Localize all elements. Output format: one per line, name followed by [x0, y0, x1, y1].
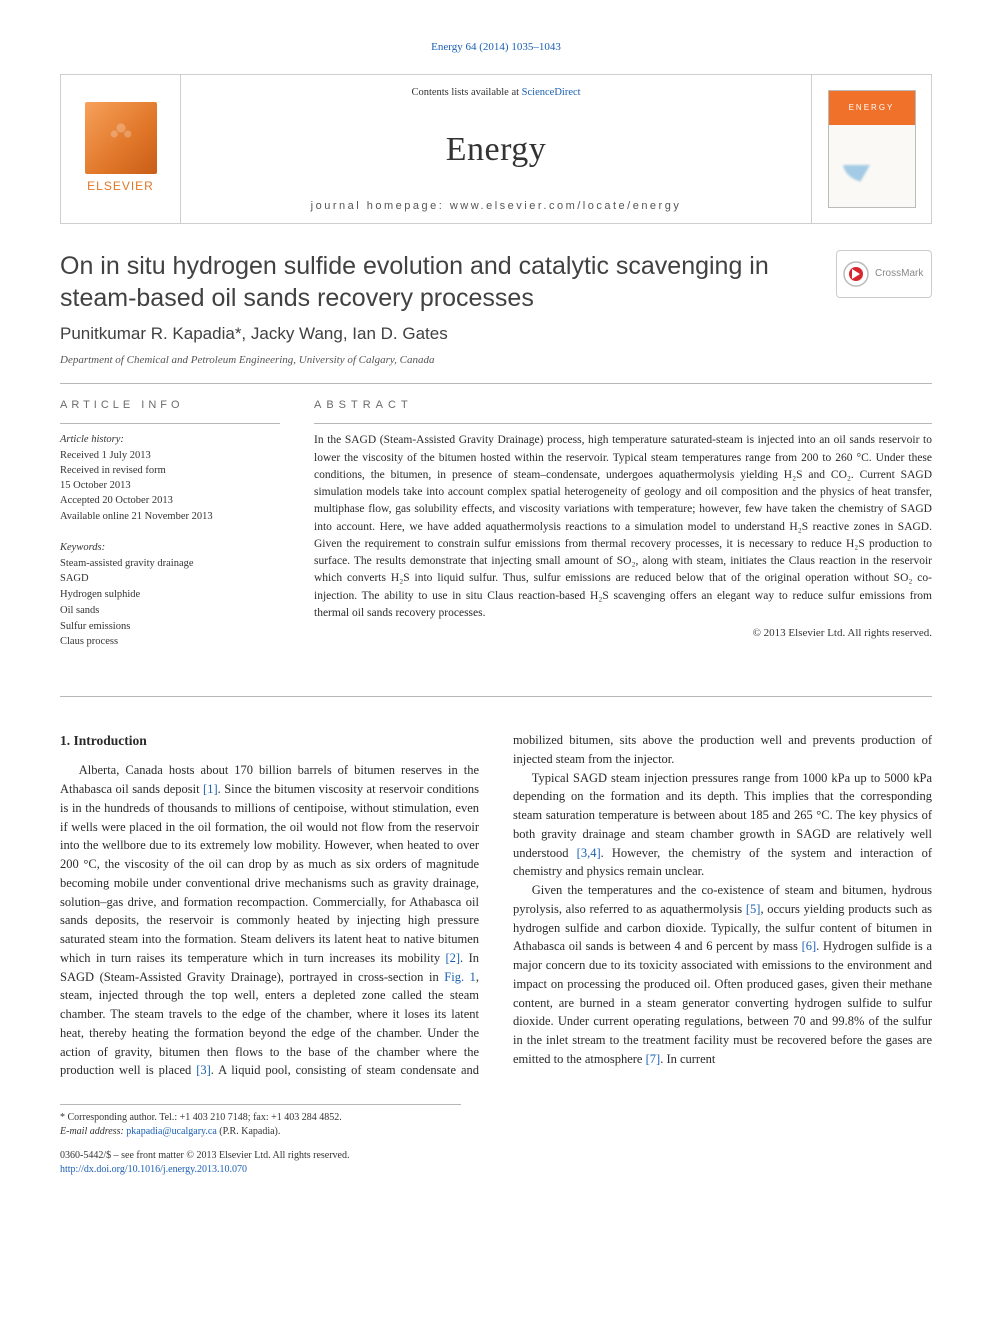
keywords-block: Keywords: Steam-assisted gravity drainag… [60, 540, 280, 650]
article-history: Article history: Received 1 July 2013 Re… [60, 423, 280, 523]
body-text: . Since the bitumen viscosity at reservo… [60, 782, 479, 965]
crossmark-label: CrossMark [875, 267, 923, 282]
corresponding-email-line: E-mail address: pkapadia@ucalgary.ca (P.… [60, 1125, 461, 1139]
journal-cover-thumb[interactable]: ENERGY [828, 90, 916, 208]
keyword: Hydrogen sulphide [60, 587, 280, 603]
history-label: Article history: [60, 432, 280, 447]
ref-link[interactable]: [5] [746, 902, 761, 916]
divider [60, 383, 932, 384]
paper-title: On in situ hydrogen sulfide evolution an… [60, 250, 820, 314]
history-line: 15 October 2013 [60, 478, 280, 493]
ref-link[interactable]: [6] [802, 939, 817, 953]
body-paragraph: Given the temperatures and the co-existe… [513, 881, 932, 1069]
history-line: Available online 21 November 2013 [60, 509, 280, 524]
header-center: Contents lists available at ScienceDirec… [181, 75, 811, 223]
crossmark-icon [843, 261, 869, 287]
ref-link[interactable]: [7] [646, 1052, 661, 1066]
keyword: Steam-assisted gravity drainage [60, 556, 280, 572]
citation-line: Energy 64 (2014) 1035–1043 [60, 40, 932, 56]
journal-name: Energy [446, 125, 547, 174]
issn-line: 0360-5442/$ – see front matter © 2013 El… [60, 1149, 461, 1163]
body-text: . Hydrogen sulfide is a major concern du… [513, 939, 932, 1066]
history-line: Received in revised form [60, 463, 280, 478]
cover-cell: ENERGY [811, 75, 931, 223]
history-line: Accepted 20 October 2013 [60, 493, 280, 508]
keyword: Sulfur emissions [60, 619, 280, 635]
sciencedirect-link[interactable]: ScienceDirect [522, 87, 581, 98]
keywords-label: Keywords: [60, 540, 280, 556]
affiliation: Department of Chemical and Petroleum Eng… [60, 353, 932, 369]
ref-link[interactable]: [3,4] [577, 846, 601, 860]
journal-header: ELSEVIER Contents lists available at Sci… [60, 74, 932, 224]
body-text: . In current [660, 1052, 715, 1066]
keyword: Claus process [60, 634, 280, 650]
doi-line: http://dx.doi.org/10.1016/j.energy.2013.… [60, 1163, 461, 1177]
article-info-heading: ARTICLE INFO [60, 398, 280, 414]
abstract-copyright: © 2013 Elsevier Ltd. All rights reserved… [314, 626, 932, 642]
elsevier-tree-icon [85, 102, 157, 174]
cover-art [829, 125, 915, 207]
ref-link[interactable]: [1] [203, 782, 218, 796]
abstract-column: ABSTRACT In the SAGD (Steam-Assisted Gra… [314, 398, 932, 651]
ref-link[interactable]: [3] [196, 1063, 211, 1077]
corresponding-author: * Corresponding author. Tel.: +1 403 210… [60, 1111, 461, 1125]
article-info-column: ARTICLE INFO Article history: Received 1… [60, 398, 280, 651]
body-paragraph: Typical SAGD steam injection pressures r… [513, 769, 932, 882]
contents-prefix: Contents lists available at [411, 87, 521, 98]
abstract-text: In the SAGD (Steam-Assisted Gravity Drai… [314, 423, 932, 622]
history-line: Received 1 July 2013 [60, 448, 280, 463]
keyword: Oil sands [60, 603, 280, 619]
keyword: SAGD [60, 571, 280, 587]
footer-block: * Corresponding author. Tel.: +1 403 210… [60, 1104, 461, 1177]
doi-link[interactable]: http://dx.doi.org/10.1016/j.energy.2013.… [60, 1164, 247, 1175]
abstract-heading: ABSTRACT [314, 398, 932, 414]
publisher-logo-cell: ELSEVIER [61, 75, 181, 223]
email-label: E-mail address: [60, 1126, 126, 1137]
body-columns: 1. Introduction Alberta, Canada hosts ab… [60, 731, 932, 1080]
section-heading: 1. Introduction [60, 731, 479, 751]
elsevier-logo[interactable]: ELSEVIER [85, 102, 157, 195]
citation-link[interactable]: Energy 64 (2014) 1035–1043 [431, 41, 561, 53]
figure-link[interactable]: Fig. 1 [444, 970, 476, 984]
journal-homepage: journal homepage: www.elsevier.com/locat… [311, 199, 682, 215]
contents-line: Contents lists available at ScienceDirec… [411, 85, 580, 100]
ref-link[interactable]: [2] [445, 951, 460, 965]
elsevier-wordmark: ELSEVIER [87, 178, 154, 195]
cover-title: ENERGY [829, 91, 915, 125]
email-tail: (P.R. Kapadia). [217, 1126, 281, 1137]
authors: Punitkumar R. Kapadia*, Jacky Wang, Ian … [60, 322, 932, 347]
divider [60, 696, 932, 697]
email-link[interactable]: pkapadia@ucalgary.ca [126, 1126, 216, 1137]
crossmark-badge[interactable]: CrossMark [836, 250, 932, 298]
body-text: , steam, injected through the top well, … [60, 970, 479, 1078]
